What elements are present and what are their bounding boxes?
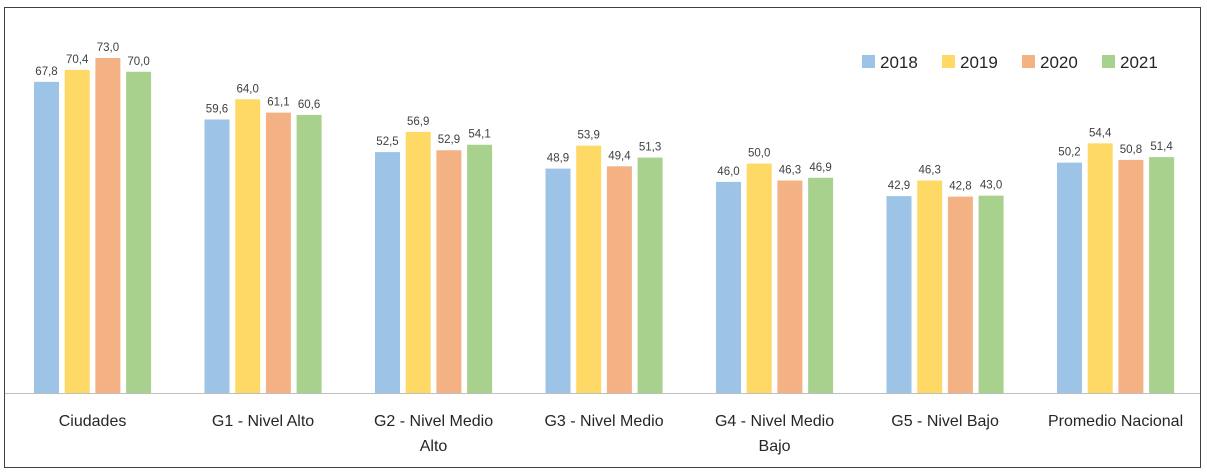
bar-2020-3 xyxy=(606,166,632,393)
bar-2021-6 xyxy=(1149,157,1175,393)
data-label-2020-4: 46,3 xyxy=(779,165,801,177)
bar-2018-3 xyxy=(545,168,571,393)
data-label-2020-3: 49,4 xyxy=(608,150,631,162)
bar-2020-5 xyxy=(947,196,973,393)
bar-2019-0 xyxy=(64,69,90,393)
data-label-2018-2: 52,5 xyxy=(376,136,398,148)
category-label-2-line2: Alto xyxy=(420,438,448,455)
bar-2019-6 xyxy=(1087,143,1113,393)
legend: 2018 2019 2020 2021 xyxy=(862,53,1158,72)
data-label-2020-2: 52,9 xyxy=(438,134,460,146)
legend-label-2021: 2021 xyxy=(1120,53,1158,72)
bar-2018-4 xyxy=(716,181,741,393)
data-label-2020-6: 50,8 xyxy=(1120,144,1142,156)
data-label-2019-5: 46,3 xyxy=(919,165,941,177)
data-label-2019-6: 54,4 xyxy=(1089,127,1112,139)
legend-swatch-2020 xyxy=(1022,55,1035,68)
bar-2019-5 xyxy=(917,180,943,393)
legend-swatch-2018 xyxy=(862,55,875,68)
data-label-2020-1: 61,1 xyxy=(267,97,289,109)
category-label-0: Ciudades xyxy=(59,413,127,430)
data-label-2019-3: 53,9 xyxy=(578,130,600,142)
category-label-4-line2: Bajo xyxy=(759,438,791,455)
data-label-2018-6: 50,2 xyxy=(1058,147,1080,159)
category-label-3: G3 - Nivel Medio xyxy=(544,413,663,430)
data-label-2021-3: 51,3 xyxy=(639,142,661,154)
data-label-2021-1: 60,6 xyxy=(298,99,320,111)
bar-2018-5 xyxy=(886,196,912,393)
legend-label-2019: 2019 xyxy=(960,53,998,72)
bar-2020-1 xyxy=(265,112,291,393)
bar-2018-1 xyxy=(204,119,230,393)
data-label-2018-4: 46,0 xyxy=(717,166,739,178)
data-label-2018-5: 42,9 xyxy=(888,180,910,192)
bar-2018-2 xyxy=(375,152,400,393)
bar-2018-0 xyxy=(34,81,59,394)
bar-2020-4 xyxy=(777,180,803,393)
data-label-2019-2: 56,9 xyxy=(407,116,429,128)
bar-2019-4 xyxy=(746,163,772,393)
legend-swatch-2021 xyxy=(1102,55,1115,68)
data-label-2021-4: 46,9 xyxy=(809,162,831,174)
legend-swatch-2019 xyxy=(942,55,955,68)
bar-2020-6 xyxy=(1118,159,1144,393)
bar-2019-2 xyxy=(405,131,431,394)
category-label-2: G2 - Nivel Medio xyxy=(374,413,493,430)
data-label-2021-6: 51,4 xyxy=(1150,141,1173,153)
bar-2020-0 xyxy=(95,58,121,393)
legend-label-2020: 2020 xyxy=(1040,53,1078,72)
bar-2020-2 xyxy=(436,150,462,393)
bar-2021-4 xyxy=(808,177,834,393)
data-label-2021-0: 70,0 xyxy=(127,56,149,68)
data-label-2020-0: 73,0 xyxy=(97,42,119,54)
data-label-2018-0: 67,8 xyxy=(35,66,57,78)
data-label-2021-2: 54,1 xyxy=(468,129,490,141)
bar-2021-2 xyxy=(467,144,493,393)
bar-2018-6 xyxy=(1057,162,1082,393)
bar-2021-5 xyxy=(978,195,1004,393)
category-labels-layer: Ciudades G1 - Nivel Alto G2 - Nivel Medio A… xyxy=(59,413,1183,455)
bar-2021-3 xyxy=(637,157,663,393)
data-label-2019-1: 64,0 xyxy=(237,83,259,95)
bar-2021-1 xyxy=(296,114,322,393)
data-label-2019-4: 50,0 xyxy=(748,148,770,160)
value-labels-layer: 67,8 59,6 52,5 48,9 46,0 42,9 50,2 70,4 64,0 56,9… xyxy=(35,42,1173,193)
category-label-1: G1 - Nivel Alto xyxy=(212,413,314,430)
category-label-4: G4 - Nivel Medio xyxy=(715,413,834,430)
category-label-5: G5 - Nivel Bajo xyxy=(891,413,999,430)
bar-2019-3 xyxy=(576,145,602,393)
data-label-2020-5: 42,8 xyxy=(949,181,971,193)
data-label-2019-0: 70,4 xyxy=(66,54,89,66)
data-label-2018-1: 59,6 xyxy=(206,103,228,115)
data-label-2018-3: 48,9 xyxy=(547,153,569,165)
legend-label-2018: 2018 xyxy=(880,53,918,72)
bar-2021-0 xyxy=(126,71,152,393)
bar-2019-1 xyxy=(235,99,261,394)
data-label-2021-5: 43,0 xyxy=(980,180,1002,192)
bars-layer xyxy=(34,58,1175,394)
category-label-6: Promedio Nacional xyxy=(1048,413,1183,430)
